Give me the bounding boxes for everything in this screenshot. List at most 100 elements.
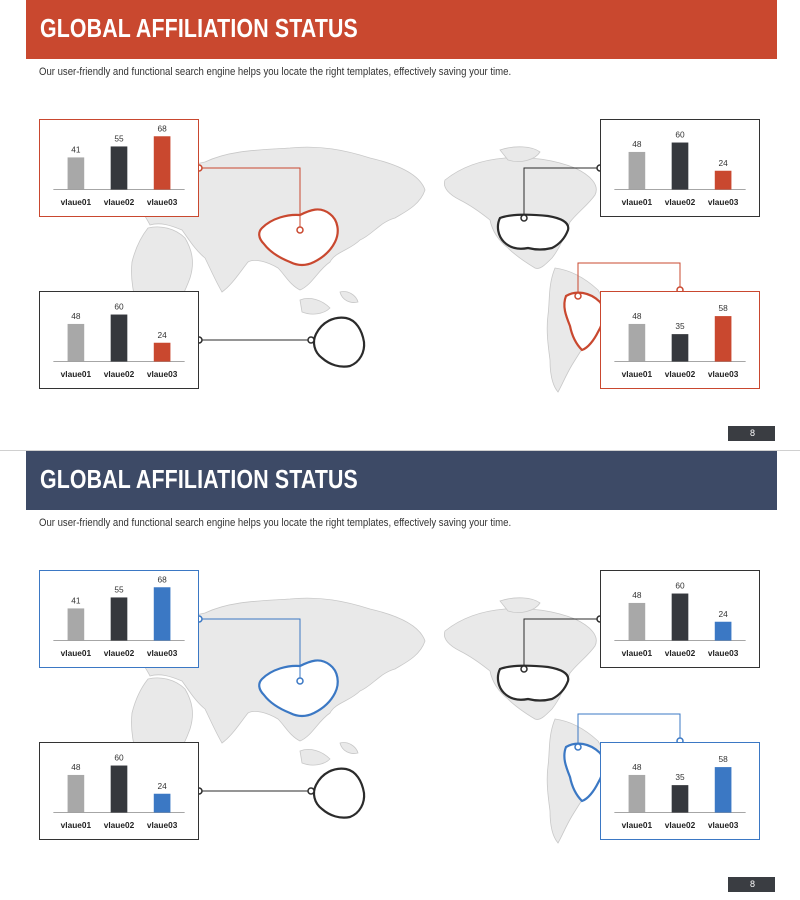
bar-value-label: 60 — [114, 302, 124, 312]
page-number: 8 — [728, 877, 775, 892]
chart-australia: 48 vlaue01 60 vlaue02 24 vlaue03 — [39, 291, 199, 389]
bar-value-label: 48 — [632, 311, 642, 321]
connector-dot-china-end — [296, 226, 304, 234]
bar-vlaue01 — [628, 323, 646, 362]
bar-vlaue01 — [628, 774, 646, 813]
connector-dot-brazil-start — [574, 292, 582, 300]
connector-brazil — [577, 713, 681, 747]
category-label: vlaue03 — [147, 369, 178, 379]
australia-country-highlight — [312, 767, 366, 819]
bar-vlaue02 — [671, 334, 689, 362]
bar-chart-svg: 41 vlaue01 55 vlaue02 68 vlaue03 — [53, 574, 185, 658]
category-label: vlaue03 — [147, 648, 178, 658]
china-country-highlight — [258, 208, 339, 267]
bar-value-label: 58 — [718, 754, 728, 764]
bar-value-label: 24 — [157, 781, 167, 791]
bar-value-label: 24 — [157, 330, 167, 340]
connector-dot-brazil-start — [574, 743, 582, 751]
chart-usa: 48 vlaue01 60 vlaue02 24 vlaue03 — [600, 119, 760, 217]
category-label: vlaue01 — [61, 369, 92, 379]
slide-title: GLOBAL AFFILIATION STATUS — [40, 13, 358, 43]
bar-chart-svg: 48 vlaue01 60 vlaue02 24 vlaue03 — [614, 130, 746, 207]
bar-chart-svg: 41 vlaue01 55 vlaue02 68 vlaue03 — [53, 123, 185, 207]
bar-value-label: 60 — [675, 581, 685, 591]
chart-australia: 48 vlaue01 60 vlaue02 24 vlaue03 — [39, 742, 199, 840]
bar-vlaue02 — [110, 146, 128, 190]
category-label: vlaue02 — [104, 369, 135, 379]
category-label: vlaue02 — [665, 197, 696, 207]
bar-vlaue03 — [153, 342, 171, 362]
bar-value-label: 55 — [114, 134, 124, 144]
bar-value-label: 68 — [157, 123, 167, 133]
chart-china: 41 vlaue01 55 vlaue02 68 vlaue03 — [39, 119, 199, 217]
category-label: vlaue03 — [708, 648, 739, 658]
connector-brazil — [577, 262, 681, 296]
connector-china — [199, 618, 301, 681]
bar-value-label: 24 — [718, 609, 728, 619]
bar-vlaue02 — [671, 593, 689, 641]
connector-usa — [523, 618, 600, 669]
bar-vlaue01 — [628, 151, 646, 190]
slide-2: GLOBAL AFFILIATION STATUS Our user-frien… — [0, 450, 800, 900]
bar-chart-svg: 48 vlaue01 35 vlaue02 58 vlaue03 — [614, 754, 746, 830]
bar-vlaue02 — [671, 785, 689, 813]
bar-vlaue01 — [67, 157, 85, 190]
category-label: vlaue03 — [708, 369, 739, 379]
bar-value-label: 24 — [718, 158, 728, 168]
sea-asia-islands — [299, 291, 359, 315]
brazil-country-highlight — [563, 742, 605, 803]
category-label: vlaue03 — [147, 820, 178, 830]
chart-usa: 48 vlaue01 60 vlaue02 24 vlaue03 — [600, 570, 760, 668]
bar-vlaue02 — [110, 765, 128, 813]
bar-vlaue02 — [110, 314, 128, 362]
connector-dot-australia-end — [307, 336, 315, 344]
category-label: vlaue02 — [665, 369, 696, 379]
connector-dot-usa-end — [520, 665, 528, 673]
category-label: vlaue02 — [665, 820, 696, 830]
bar-chart-svg: 48 vlaue01 35 vlaue02 58 vlaue03 — [614, 303, 746, 379]
bar-value-label: 48 — [632, 590, 642, 600]
category-label: vlaue01 — [622, 369, 653, 379]
australia-country-highlight — [312, 316, 366, 368]
bar-vlaue02 — [110, 597, 128, 641]
china-country-highlight — [258, 659, 339, 718]
bar-vlaue03 — [153, 587, 171, 641]
slide-title: GLOBAL AFFILIATION STATUS — [40, 464, 358, 494]
north-america-land — [443, 608, 597, 720]
bar-value-label: 55 — [114, 585, 124, 595]
bar-value-label: 58 — [718, 303, 728, 313]
sea-asia-islands — [299, 742, 359, 766]
bar-value-label: 35 — [675, 321, 685, 331]
bar-value-label: 48 — [632, 762, 642, 772]
bar-vlaue03 — [714, 316, 732, 362]
chart-brazil: 48 vlaue01 35 vlaue02 58 vlaue03 — [600, 742, 760, 840]
category-label: vlaue03 — [147, 197, 178, 207]
chart-brazil: 48 vlaue01 35 vlaue02 58 vlaue03 — [600, 291, 760, 389]
bar-vlaue03 — [714, 621, 732, 641]
bar-value-label: 68 — [157, 574, 167, 584]
category-label: vlaue03 — [708, 820, 739, 830]
connector-dot-china-end — [296, 677, 304, 685]
bar-value-label: 60 — [675, 130, 685, 140]
category-label: vlaue02 — [104, 648, 135, 658]
category-label: vlaue01 — [622, 197, 653, 207]
bar-value-label: 48 — [632, 139, 642, 149]
greenland-land — [499, 146, 541, 162]
connector-dot-usa-end — [520, 214, 528, 222]
greenland-land — [499, 597, 541, 613]
slide-subtitle: Our user-friendly and functional search … — [39, 517, 512, 529]
page-number: 8 — [728, 426, 775, 441]
bar-value-label: 41 — [71, 145, 81, 155]
category-label: vlaue01 — [61, 648, 92, 658]
bar-vlaue03 — [714, 170, 732, 190]
bar-vlaue01 — [67, 774, 85, 813]
header-bar: GLOBAL AFFILIATION STATUS — [26, 451, 777, 510]
category-label: vlaue01 — [622, 820, 653, 830]
connector-dot-australia-end — [307, 787, 315, 795]
bar-vlaue03 — [714, 767, 732, 813]
category-label: vlaue02 — [104, 197, 135, 207]
bar-chart-svg: 48 vlaue01 60 vlaue02 24 vlaue03 — [53, 302, 185, 379]
connector-china — [199, 167, 301, 230]
bar-value-label: 48 — [71, 762, 81, 772]
brazil-country-highlight — [563, 291, 605, 352]
